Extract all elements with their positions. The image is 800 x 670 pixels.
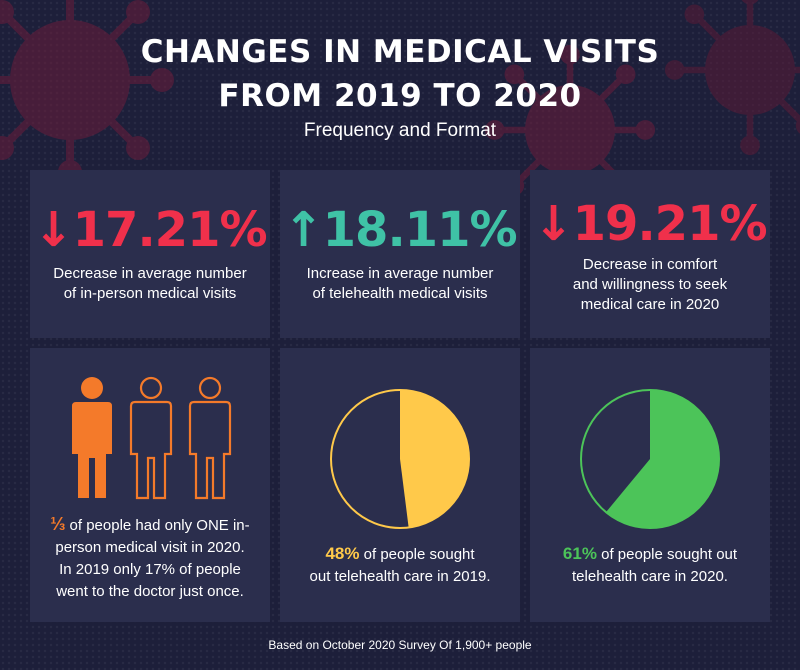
pie-card-2019: 48% of people sought out telehealth care… — [280, 348, 520, 622]
stat-value: ↓17.21% — [30, 202, 270, 258]
page-subtitle: Frequency and Format — [303, 120, 497, 141]
stat-description-line: Increase in average number — [306, 265, 494, 282]
stat-card-in-person: ↓17.21% Decrease in average number of in… — [30, 170, 270, 338]
stat-value: ↓19.21% — [530, 196, 770, 252]
stat-card-comfort: ↓19.21% Decrease in comfort and willingn… — [530, 170, 770, 338]
stat-card-telehealth: ↑18.11% Increase in average number of te… — [280, 170, 520, 338]
pie-slice — [606, 390, 719, 528]
pie-text: of people sought — [359, 546, 475, 563]
people-description-line: went to the doctor just once. — [56, 583, 244, 600]
people-icon-group — [72, 376, 232, 500]
stat-description-line: medical care in 2020 — [580, 296, 720, 313]
people-description-line: In 2019 only 17% of people — [59, 561, 241, 578]
pie-description: 48% of people sought out telehealth care… — [280, 543, 520, 588]
stat-number: 18.11% — [322, 202, 518, 258]
stat-description: Increase in average number of telehealth… — [280, 264, 520, 304]
stat-value: ↑18.11% — [280, 202, 520, 258]
stat-description-line: Decrease in average number — [53, 265, 247, 282]
people-description-line: person medical visit in 2020. — [55, 539, 245, 556]
title-line-1: CHANGES IN MEDICAL VISITS — [140, 34, 660, 70]
person-outline-icon — [129, 376, 173, 500]
stat-description-line: of in-person medical visits — [63, 285, 237, 302]
people-description: ⅓ of people had only ONE in- person medi… — [30, 513, 270, 603]
stat-number: 17.21% — [72, 202, 268, 258]
people-description-line: ⅓ of people had only ONE in- — [30, 513, 270, 537]
pie-chart-2020 — [580, 389, 720, 529]
person-outline-icon — [188, 376, 232, 500]
down-arrow-icon: ↓ — [33, 202, 73, 258]
virus-icon — [484, 44, 656, 216]
stat-description-line: of telehealth medical visits — [312, 285, 488, 302]
virus-icon — [664, 0, 800, 156]
percent-highlight: 48% — [325, 544, 360, 563]
page-title: CHANGES IN MEDICAL VISITS FROM 2019 TO 2… — [0, 30, 800, 118]
people-card: ⅓ of people had only ONE in- person medi… — [30, 348, 270, 622]
pie-text: of people sought out — [596, 546, 738, 563]
pie-card-2020: 61% of people sought out telehealth care… — [530, 348, 770, 622]
up-arrow-icon: ↑ — [283, 202, 323, 258]
pie-description-line: telehealth care in 2020. — [572, 568, 728, 585]
people-text: of people had only ONE in- — [65, 517, 250, 534]
footer-note: Based on October 2020 Survey Of 1,900+ p… — [268, 638, 532, 652]
stat-description-line: and willingness to seek — [572, 276, 728, 293]
pie-description-line: 61% of people sought out — [530, 543, 770, 566]
stat-description: Decrease in average number of in-person … — [30, 264, 270, 304]
person-filled-icon — [72, 377, 112, 498]
fraction-highlight: ⅓ — [50, 514, 66, 534]
pie-chart-2019 — [330, 389, 470, 529]
pie-description-line: 48% of people sought — [280, 543, 520, 566]
stat-description: Decrease in comfort and willingness to s… — [530, 255, 770, 315]
percent-highlight: 61% — [562, 544, 597, 563]
down-arrow-icon: ↓ — [533, 196, 573, 252]
pie-slice — [400, 390, 470, 528]
title-line-2: FROM 2019 TO 2020 — [218, 78, 582, 114]
stat-number: 19.21% — [572, 196, 768, 252]
stat-description-line: Decrease in comfort — [582, 256, 718, 273]
pie-description: 61% of people sought out telehealth care… — [530, 543, 770, 588]
pie-description-line: out telehealth care in 2019. — [309, 568, 491, 585]
